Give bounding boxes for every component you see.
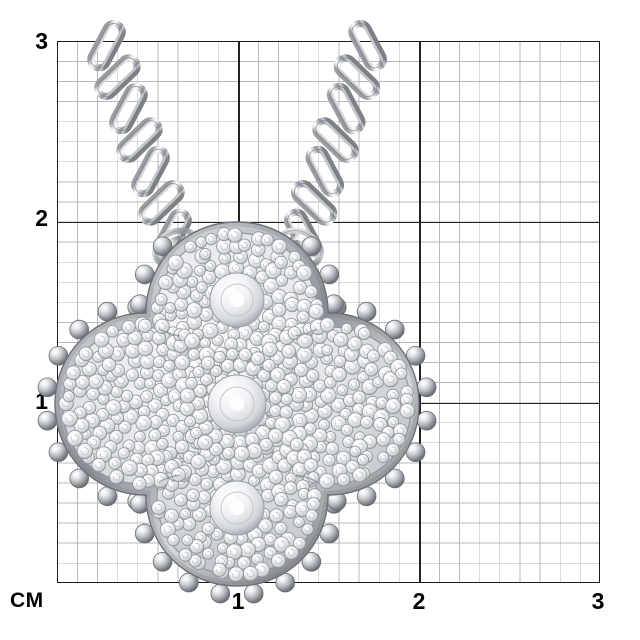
- x-axis-tick-label-1: 1: [231, 588, 245, 614]
- y-axis-tick-label-2: 2: [35, 205, 48, 231]
- gridline-major-horizontal: [58, 221, 599, 224]
- gridline-major-vertical: [238, 42, 240, 582]
- edge-bead: [37, 410, 58, 431]
- measurement-grid: [57, 41, 600, 583]
- gridline-major-horizontal: [58, 402, 599, 405]
- x-axis-tick-label-3: 3: [591, 588, 605, 614]
- x-axis-tick-label-2: 2: [412, 588, 426, 614]
- y-axis-tick-label-1: 1: [35, 388, 48, 414]
- y-axis-tick-label-3: 3: [35, 28, 48, 54]
- gridline-major-vertical: [419, 42, 421, 582]
- unit-label-cm: CM: [10, 589, 44, 612]
